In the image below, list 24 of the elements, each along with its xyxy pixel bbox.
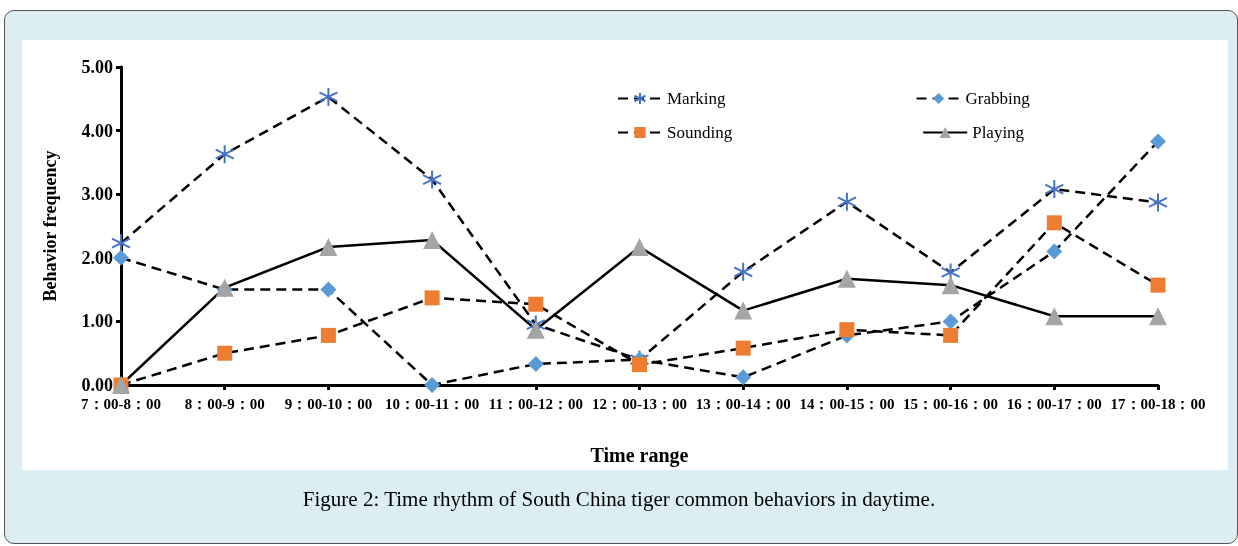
y-axis-title: Behavior frequency <box>40 150 60 302</box>
x-tick-label: 13：00-14：00 <box>695 396 791 412</box>
x-tick-label: 14：00-15：00 <box>799 396 895 412</box>
x-tick-label: 12：00-13：00 <box>592 396 687 412</box>
y-tick-label: 1.00 <box>81 311 113 332</box>
legend-label: Grabbing <box>965 89 1031 108</box>
y-tick-label: 4.00 <box>81 120 113 141</box>
x-tick-label: 17：00-18：00 <box>1110 396 1206 412</box>
x-tick-label: 9：00-10：00 <box>284 396 373 412</box>
y-tick-label: 2.00 <box>81 247 113 268</box>
legend-label: Playing <box>972 123 1025 142</box>
x-tick-label: 16：00-17：00 <box>1006 396 1102 412</box>
y-tick-label: 0.00 <box>81 375 113 395</box>
x-tick-label: 15：00-16：00 <box>903 396 999 412</box>
caption: Figure 2: Time rhythm of South China tiger common behaviors in daytime. <box>301 487 937 512</box>
legend-label: Marking <box>667 89 727 108</box>
x-tick-label: 7：00-8：00 <box>81 396 161 412</box>
x-tick-label: 11：00-12：00 <box>488 396 583 412</box>
x-tick-label: 8：00-9：00 <box>184 396 265 412</box>
x-tick-label: 10：00-11：00 <box>385 396 480 412</box>
y-tick-label: 5.00 <box>81 57 113 77</box>
x-axis-title: Time range <box>590 444 689 467</box>
y-tick-label: 3.00 <box>81 184 113 205</box>
legend-label: Sounding <box>667 123 733 142</box>
